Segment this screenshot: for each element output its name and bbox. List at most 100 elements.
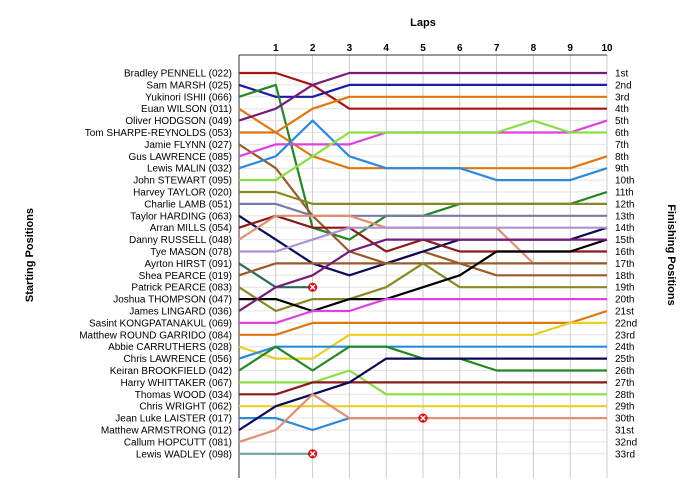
driver-label: Arran MILLS (054)	[150, 223, 232, 234]
finishing-position-label: 2nd	[615, 80, 632, 91]
driver-label: Shea PEARCE (019)	[139, 271, 232, 282]
driver-label: James LINGARD (036)	[129, 307, 232, 318]
retirement-marker-cross	[420, 415, 426, 421]
driver-label: Chris WRIGHT (062)	[139, 402, 232, 413]
driver-label: Patrick PEARCE (083)	[131, 283, 232, 294]
x-axis-title: Laps	[410, 17, 436, 29]
retirement-marker	[308, 449, 318, 459]
series-lines	[238, 71, 608, 455]
driver-label: Callum HOPCUTT (081)	[124, 437, 232, 448]
driver-label: Matthew ARMSTRONG (012)	[101, 426, 232, 437]
driver-label: Sam MARSH (025)	[146, 80, 232, 91]
driver-label: Oliver HODGSON (049)	[125, 116, 232, 127]
finishing-position-label: 31st	[615, 426, 634, 437]
finishing-position-label: 8th	[615, 152, 629, 163]
driver-label: Gus LAWRENCE (085)	[128, 152, 232, 163]
finishing-position-label: 25th	[615, 354, 634, 365]
finishing-position-label: 20th	[615, 295, 634, 306]
finishing-position-label: 33rd	[615, 449, 635, 460]
finishing-position-label: 27th	[615, 378, 634, 389]
finishing-position-label: 5th	[615, 116, 629, 127]
series-line	[238, 71, 607, 122]
series-line	[239, 71, 607, 110]
position-labels: 1st2nd3rd4th5th6th7th8th9th10th11th12th1…	[615, 69, 637, 461]
driver-label: Matthew ROUND GARRIDO (084)	[79, 330, 232, 341]
driver-label: Bradley PENNELL (022)	[124, 69, 232, 80]
series-line	[238, 357, 607, 431]
driver-label: Sasint KONGPATANAKUL (069)	[89, 318, 232, 329]
driver-label: Chris LAWRENCE (056)	[123, 354, 232, 365]
driver-label: Tom SHARPE-REYNOLDS (053)	[85, 128, 232, 139]
series-line	[238, 83, 607, 98]
driver-label: Jean Luke LAISTER (017)	[115, 414, 232, 425]
driver-label: John STEWART (095)	[133, 176, 232, 187]
retirement-marker	[418, 413, 428, 423]
lap-tick-label: 4	[383, 43, 389, 54]
finishing-position-label: 1st	[615, 69, 629, 80]
series-line	[239, 119, 607, 182]
finishing-position-label: 4th	[615, 104, 629, 115]
series-line	[239, 298, 607, 324]
driver-label: Thomas WOOD (034)	[135, 390, 232, 401]
series-line	[238, 95, 607, 134]
finishing-position-label: 3rd	[615, 92, 629, 103]
finishing-position-label: 26th	[615, 366, 634, 377]
driver-label: Taylor HARDING (063)	[130, 211, 232, 222]
finishing-position-label: 30th	[615, 414, 634, 425]
retirement-markers	[308, 282, 428, 459]
driver-label: Joshua THOMPSON (047)	[113, 295, 232, 306]
driver-label: Jamie FLYNN (027)	[144, 140, 232, 151]
finishing-position-label: 12th	[615, 199, 634, 210]
lap-tick-label: 2	[310, 43, 316, 54]
finishing-position-label: 13th	[615, 211, 634, 222]
series-line	[238, 321, 607, 360]
driver-label: Lewis MALIN (032)	[147, 164, 232, 175]
driver-labels: Bradley PENNELL (022)Sam MARSH (025)Yuki…	[79, 69, 232, 461]
series-line	[239, 190, 607, 205]
lap-tick-label: 1	[273, 43, 279, 54]
finishing-position-label: 6th	[615, 128, 629, 139]
finishing-position-label: 15th	[615, 235, 634, 246]
driver-label: Charlie LAMB (051)	[144, 199, 232, 210]
finishing-position-label: 22nd	[615, 318, 637, 329]
y-left-axis-title: Starting Positions	[24, 208, 36, 302]
lap-tick-label: 10	[601, 43, 613, 54]
finishing-position-label: 9th	[615, 164, 629, 175]
driver-label: Lewis WADLEY (098)	[136, 449, 232, 460]
finishing-position-label: 29th	[615, 402, 634, 413]
series-line	[239, 369, 607, 396]
y-right-axis-title: Finishing Positions	[665, 204, 677, 305]
series-line	[239, 381, 607, 396]
lap-tick-label: 5	[420, 43, 426, 54]
finishing-position-label: 18th	[615, 271, 634, 282]
finishing-position-label: 7th	[615, 140, 629, 151]
lap-tick-label: 8	[531, 43, 537, 54]
finishing-position-label: 24th	[615, 342, 634, 353]
driver-label: Harvey TAYLOR (020)	[133, 188, 232, 199]
lap-tick-label: 7	[494, 43, 500, 54]
series-line	[238, 238, 607, 312]
finishing-position-label: 16th	[615, 247, 634, 258]
driver-label: Danny RUSSELL (048)	[129, 235, 232, 246]
series-line	[239, 226, 607, 253]
driver-label: Tye MASON (078)	[150, 247, 232, 258]
lap-tick-label: 3	[347, 43, 353, 54]
lap-ticks: 1 2 3 4 5 6 7 8 9 10	[273, 43, 613, 54]
finishing-position-label: 32nd	[615, 437, 637, 448]
finishing-position-label: 28th	[615, 390, 634, 401]
finishing-position-label: 21st	[615, 307, 634, 318]
retirement-marker	[308, 282, 318, 292]
finishing-position-label: 10th	[615, 176, 634, 187]
finishing-position-label: 17th	[615, 259, 634, 270]
series-line	[239, 417, 423, 432]
series-line	[239, 309, 608, 336]
series-line	[238, 119, 608, 182]
retirement-marker-cross	[309, 284, 316, 290]
series-line	[239, 202, 607, 217]
driver-label: Harry WHITTAKER (067)	[121, 378, 233, 389]
finishing-position-label: 23rd	[615, 330, 635, 341]
series-line	[239, 238, 608, 313]
series-line	[238, 345, 607, 360]
finishing-position-label: 11th	[615, 188, 634, 199]
